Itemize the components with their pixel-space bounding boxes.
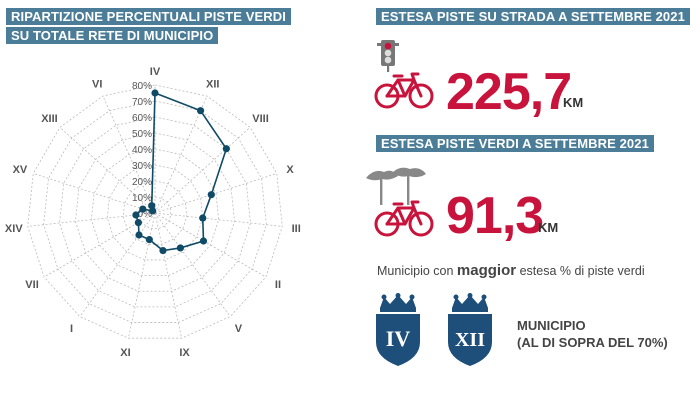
badge-label: XII [455, 329, 485, 351]
major-municipio-text: Municipio con maggior estesa % di piste … [377, 262, 645, 279]
municipio-shield-badge: IV [376, 293, 420, 366]
radar-spoke [154, 212, 183, 339]
radar-tick-label: 20% [132, 177, 152, 188]
major-suffix: estesa % di piste verdi [519, 264, 645, 278]
road-paths-unit: KM [563, 95, 584, 110]
radar-data-point [148, 202, 156, 210]
green-paths-value: 91,3 [446, 187, 544, 245]
radar-data-point [139, 205, 147, 213]
traffic-light-icon [377, 40, 399, 72]
radar-category-label: VIII [252, 113, 269, 125]
radar-category-label: VII [25, 279, 38, 291]
radar-spoke [154, 212, 231, 317]
radar-tick-label: 70% [132, 97, 152, 108]
radar-spoke [79, 212, 156, 317]
radar-spoke [154, 127, 251, 214]
municipio-label: MUNICIPIO [517, 318, 586, 333]
badge-label: IV [386, 326, 411, 351]
radar-data-point [145, 236, 153, 244]
radar-grid-ring [43, 100, 267, 323]
radar-category-label: IX [179, 347, 190, 359]
radar-category-label: VI [92, 78, 102, 90]
radar-category-label: X [286, 164, 294, 176]
radar-tick-label: 50% [132, 129, 152, 140]
radar-category-label: I [70, 323, 73, 335]
radar-category-label: XIV [5, 223, 23, 235]
green-paths-title: ESTESA PISTE VERDI A SETTEMBRE 2021 [376, 135, 654, 152]
radar-grid-ring [106, 164, 204, 261]
radar-grid-ring [27, 84, 283, 339]
radar-chart: 0%10%20%30%40%50%60%70%80%IVXIIVIIIXIIII… [5, 66, 301, 359]
radar-tick-label: 0% [138, 209, 153, 220]
radar-data-point [207, 191, 215, 199]
bicycle-icon [374, 72, 434, 109]
radar-spoke [59, 127, 156, 214]
radar-data-point [159, 246, 167, 255]
radar-tick-label: 30% [132, 161, 152, 172]
radar-spoke [127, 212, 156, 339]
radar-grid-ring [138, 196, 172, 230]
chart-title-line-1: RIPARTIZIONE PERCENTUALI PISTE VERDI [6, 8, 291, 25]
radar-data-point [199, 214, 207, 222]
chart-title-line-2: SU TOTALE RETE DI MUNICIPIO [6, 27, 219, 44]
road-paths-value: 225,7 [446, 63, 572, 121]
radar-spoke [154, 212, 283, 227]
radar-data-point [151, 89, 159, 97]
radar-data-point [199, 237, 208, 245]
radar-spoke [33, 173, 156, 214]
radar-spoke [102, 95, 156, 214]
radar-category-label: XII [206, 78, 219, 90]
radar-tick-label: 60% [132, 113, 152, 124]
radar-data-point [135, 231, 143, 239]
radar-spoke [154, 173, 277, 214]
radar-category-label: IV [150, 66, 161, 78]
municipio-note: (AL DI SOPRA DEL 70%) [517, 335, 668, 350]
bicycle-icon [374, 200, 434, 237]
radar-data-point [222, 145, 230, 153]
green-paths-unit: KM [538, 220, 559, 235]
radar-data-point [176, 244, 184, 252]
pine-trees-icon [366, 167, 426, 205]
radar-tick-label: 10% [132, 193, 152, 204]
radar-tick-label: 40% [132, 145, 152, 156]
radar-category-label: XI [120, 347, 130, 359]
radar-grid-ring [122, 180, 188, 245]
radar-category-label: XV [13, 164, 28, 176]
radar-tick-label: 80% [132, 81, 152, 92]
radar-category-label: V [235, 323, 243, 335]
radar-data-point [134, 219, 142, 227]
radar-series-line [134, 91, 228, 252]
radar-data-point [196, 107, 205, 115]
radar-data-point [132, 211, 140, 219]
major-strong: maggior [456, 262, 517, 279]
radar-spoke [154, 212, 267, 278]
major-prefix: Municipio con [377, 264, 454, 278]
radar-category-label: XIII [41, 113, 58, 125]
radar-category-label: II [275, 279, 281, 291]
radar-grid-ring [75, 132, 235, 292]
radar-category-label: III [292, 223, 301, 235]
municipio-shield-badge: XII [448, 293, 492, 366]
radar-grid-ring [90, 148, 220, 277]
road-paths-title: ESTESA PISTE SU STRADA A SETTEMBRE 2021 [376, 8, 690, 25]
